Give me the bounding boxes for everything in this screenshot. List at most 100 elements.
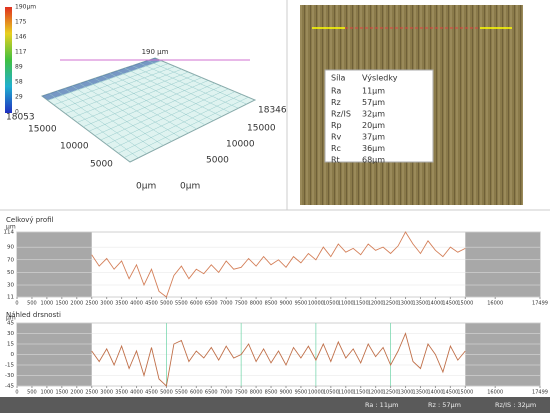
grid-line — [64, 88, 156, 150]
x-tick-label: 13000 — [398, 301, 414, 307]
x-tick-label: 13500 — [413, 301, 429, 307]
x-tick-label: 11500 — [353, 390, 369, 396]
x-tick-label: 12500 — [383, 301, 399, 307]
grid-line — [106, 88, 229, 145]
y-tick-label: 30 — [7, 331, 14, 337]
grid-line — [132, 65, 231, 113]
status-text: Rz/IS : 32μm — [495, 401, 536, 409]
axis-label: 5000 — [90, 160, 113, 170]
colorbar-label: 0 — [15, 109, 19, 116]
grid-line — [65, 68, 182, 114]
x-tick-label: 4500 — [145, 390, 158, 396]
axis-label: 18053 — [6, 113, 35, 123]
x-tick-label: 10500 — [323, 390, 339, 396]
grid-line — [109, 72, 206, 126]
x-tick-label: 9500 — [295, 390, 308, 396]
profile-line — [91, 231, 466, 298]
table-cell: Rz — [331, 98, 341, 107]
table-cell: 20μm — [362, 121, 385, 130]
grid-line — [88, 80, 209, 132]
x-tick-label: 8000 — [250, 390, 263, 396]
grid-line — [79, 83, 172, 142]
chart-title: Náhled drsnosti — [6, 311, 61, 319]
x-tick-label: 6000 — [190, 301, 203, 307]
status-text: Rz : 57μm — [428, 401, 461, 409]
x-tick-label: 500 — [27, 301, 37, 307]
y-tick-label: 0 — [11, 352, 15, 358]
y-tick-label: 50 — [7, 270, 14, 276]
colorbar-label: 146 — [15, 34, 27, 41]
x-tick-label: 8000 — [250, 301, 263, 307]
x-tick-label: 6500 — [205, 301, 218, 307]
x-tick-label: 3500 — [115, 301, 128, 307]
grid-line — [117, 70, 214, 121]
grid-line — [124, 67, 222, 117]
x-tick-label: 2000 — [70, 390, 83, 396]
x-tick-label: 5500 — [175, 390, 188, 396]
x-tick-label: 10000 — [308, 390, 324, 396]
axis-label: 5000 — [206, 156, 229, 166]
y-tick-label: 90 — [7, 245, 14, 251]
colorbar-label: 58 — [15, 79, 23, 86]
y-tick-label: 11 — [7, 295, 14, 301]
grid-line — [112, 91, 236, 150]
x-tick-label: 6500 — [205, 390, 218, 396]
grid-line — [94, 78, 189, 134]
x-tick-label: 5000 — [160, 301, 173, 307]
x-tick-label: 10500 — [323, 301, 339, 307]
x-tick-label: 15000 — [457, 301, 473, 307]
x-tick-label: 10000 — [308, 301, 324, 307]
y-tick-label: 30 — [7, 283, 14, 289]
plot-area — [16, 231, 541, 298]
x-tick-label: 1500 — [55, 390, 68, 396]
grid-line — [56, 90, 147, 154]
x-tick-label: 4000 — [130, 301, 143, 307]
grid-line — [53, 63, 169, 106]
x-tick-label: 17499 — [532, 390, 548, 396]
x-tick-label: 16000 — [487, 390, 503, 396]
colorbar-label: 117 — [15, 49, 27, 56]
shaded-range — [465, 232, 540, 297]
grid-line — [49, 93, 139, 159]
x-tick-label: 4500 — [145, 301, 158, 307]
x-tick-label: 2000 — [70, 301, 83, 307]
table-cell: 68μm — [362, 156, 385, 165]
x-tick-label: 9500 — [295, 301, 308, 307]
results-box — [324, 69, 434, 163]
height-label: 190 μm — [142, 48, 169, 56]
x-tick-label: 9000 — [280, 301, 293, 307]
table-header: Síla — [331, 74, 346, 83]
x-tick-label: 1000 — [41, 390, 54, 396]
x-tick-label: 0 — [15, 390, 18, 396]
table-cell: 32μm — [362, 110, 385, 119]
x-tick-label: 1500 — [55, 301, 68, 307]
y-tick-label: 15 — [7, 342, 14, 348]
table-cell: Rz/IS — [331, 110, 351, 119]
x-tick-label: 12500 — [383, 390, 399, 396]
table-cell: 37μm — [362, 133, 385, 142]
x-tick-label: 7500 — [235, 301, 248, 307]
x-tick-label: 4000 — [130, 390, 143, 396]
x-tick-label: 7000 — [220, 390, 233, 396]
grid-line — [71, 71, 189, 119]
x-tick-label: 8500 — [265, 301, 278, 307]
x-tick-label: 17499 — [532, 301, 548, 307]
grid-line — [124, 96, 249, 158]
grid-line — [87, 80, 181, 138]
axis-label: 18346 — [258, 106, 287, 116]
x-tick-label: 5000 — [160, 390, 173, 396]
y-tick-label: -30 — [5, 373, 14, 379]
x-tick-label: 500 — [27, 390, 37, 396]
x-tick-label: 12000 — [368, 390, 384, 396]
grid-line — [77, 74, 196, 123]
table-header: Výsledky — [362, 74, 398, 83]
x-tick-label: 11000 — [338, 301, 354, 307]
x-tick-label: 14500 — [442, 301, 458, 307]
surface-edge — [42, 58, 160, 100]
colorbar-label: 190μm — [15, 4, 36, 11]
x-tick-label: 14000 — [427, 301, 443, 307]
grid-line — [71, 85, 164, 146]
x-tick-label: 6000 — [190, 390, 203, 396]
x-tick-label: 7500 — [235, 390, 248, 396]
